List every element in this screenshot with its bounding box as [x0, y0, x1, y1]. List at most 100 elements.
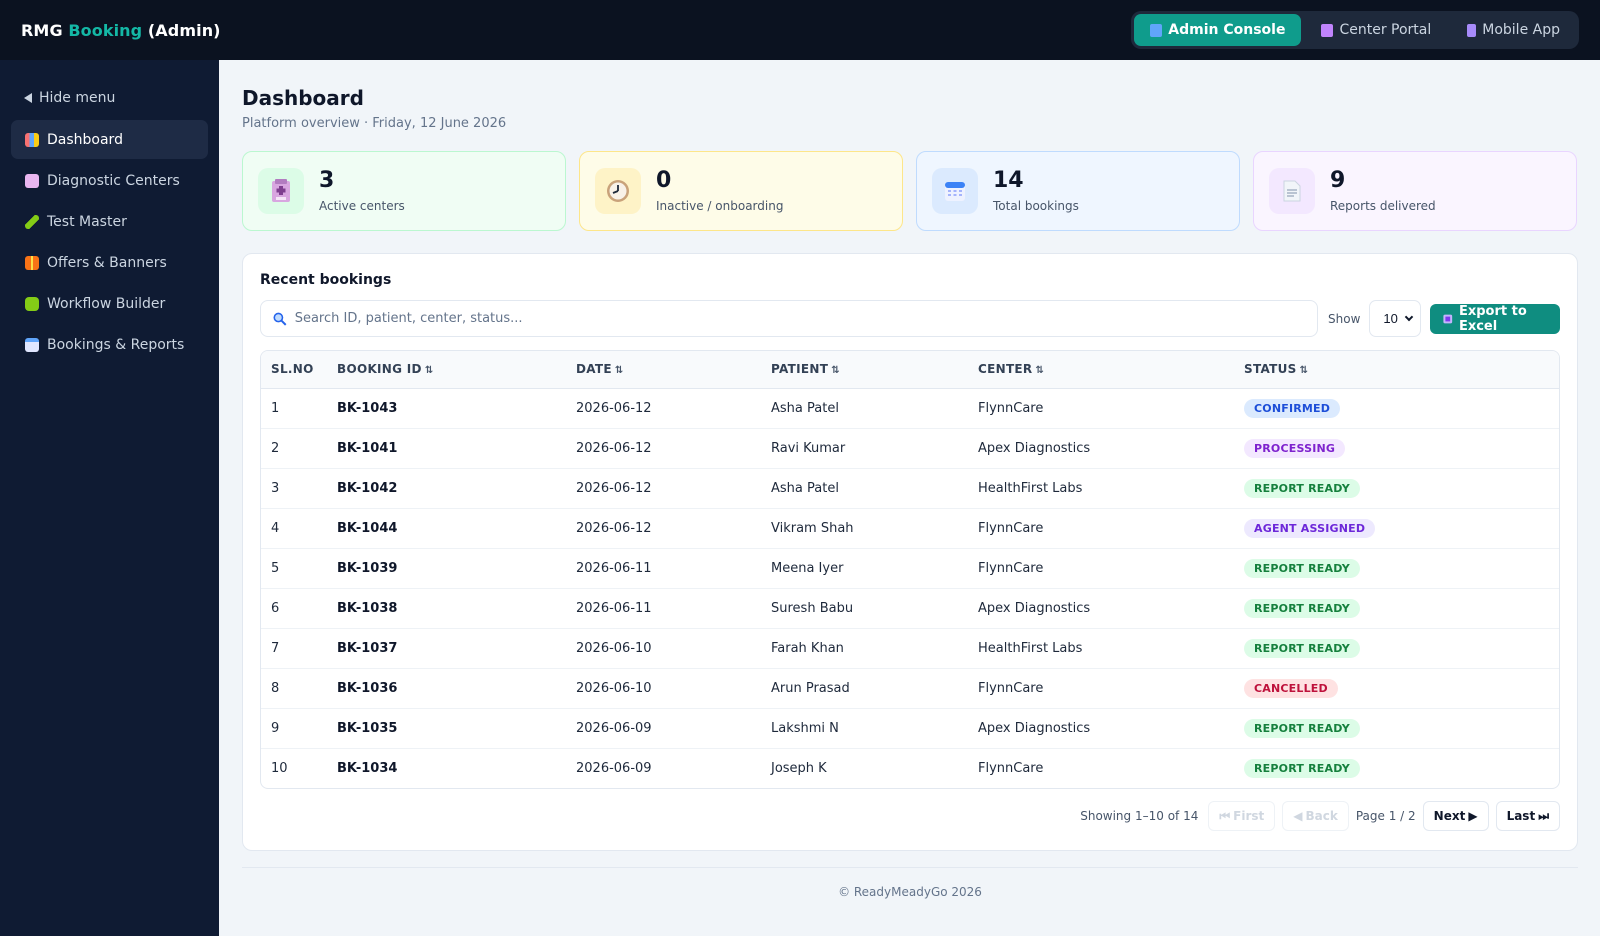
- status-badge: AGENT ASSIGNED: [1244, 518, 1376, 538]
- calendar-icon: [25, 337, 39, 352]
- sidebar-item-label: Bookings & Reports: [47, 336, 185, 353]
- cell-patient: Joseph K: [771, 760, 827, 776]
- brand-accent: Booking: [68, 20, 143, 40]
- table-row[interactable]: 8 BK-1036 2026-06-10 Arun Prasad FlynnCare CA…: [261, 668, 1559, 709]
- table-row[interactable]: 5 BK-1039 2026-06-11 Meena Iyer FlynnCare REP…: [261, 548, 1559, 589]
- clock-icon: [595, 168, 641, 214]
- mobile-app-button[interactable]: Mobile App: [1451, 14, 1576, 46]
- hide-menu-label: Hide menu: [39, 90, 116, 106]
- table-row[interactable]: 4 BK-1044 2026-06-12 Vikram Shah FlynnCare AG…: [261, 508, 1559, 549]
- cell-sl-no: 2: [261, 428, 327, 469]
- cell-patient: Lakshmi N: [761, 708, 968, 749]
- stat-card-total-bookings: 14 Total bookings: [916, 151, 1240, 231]
- table-row[interactable]: 7 BK-1037 2026-06-10 Farah Khan HealthFirst …: [261, 628, 1559, 669]
- cell-patient: Asha Patel: [761, 388, 968, 429]
- pagination: Showing 1–10 of 14 ⏮ First ◀ Back Page 1…: [260, 801, 1560, 831]
- gift-icon: [25, 255, 39, 270]
- page-subtitle: Platform overview · Friday, 12 June 2026: [242, 116, 507, 131]
- footer: © ReadyMeadyGo 2026: [838, 885, 982, 899]
- table-row[interactable]: 9 BK-1035 2026-06-09 Lakshmi N Apex Diagnost…: [261, 708, 1559, 749]
- next-page-button[interactable]: Next ▶: [1422, 801, 1489, 831]
- column-header-center[interactable]: CENTER ⇅: [968, 351, 1234, 389]
- column-header-status[interactable]: STATUS ⇅: [1234, 351, 1559, 389]
- table-row[interactable]: 6 BK-1038 2026-06-11 Suresh Babu Apex Diagno…: [261, 588, 1559, 629]
- stat-card-inactive: 0 Inactive / onboarding: [579, 151, 903, 231]
- sidebar-item-dashboard[interactable]: Dashboard: [11, 120, 208, 159]
- cell-patient: Vikram Shah: [761, 508, 968, 549]
- cell-date: 2026-06-09: [576, 760, 652, 776]
- sidebar-item-label: Dashboard: [47, 131, 123, 148]
- column-header-patient[interactable]: PATIENT ⇅: [761, 351, 968, 389]
- cell-date: 2026-06-10: [566, 628, 761, 669]
- stat-value: 14: [993, 168, 1024, 194]
- cell-sl-no: 10: [271, 760, 288, 776]
- calendar-icon: [932, 168, 978, 214]
- sidebar-item-diagnostic-centers[interactable]: Diagnostic Centers: [11, 161, 208, 200]
- cell-sl-no: 7: [261, 628, 327, 669]
- search-input[interactable]: [294, 311, 1305, 326]
- status-badge: REPORT READY: [1244, 598, 1360, 618]
- cell-center: FlynnCare: [968, 548, 1234, 589]
- sidebar-item-test-master[interactable]: Test Master: [11, 202, 208, 241]
- cell-center: FlynnCare: [978, 760, 1044, 776]
- cell-booking-id: BK-1038: [327, 588, 566, 629]
- admin-console-button[interactable]: Admin Console: [1134, 14, 1302, 46]
- stat-label: Active centers: [319, 198, 405, 213]
- cell-status: AGENT ASSIGNED: [1234, 508, 1559, 549]
- cell-status: REPORT READY: [1234, 588, 1559, 629]
- sidebar-item-bookings-reports[interactable]: Bookings & Reports: [11, 325, 208, 364]
- cell-status: REPORT READY: [1234, 628, 1559, 669]
- sidebar-item-workflow-builder[interactable]: Workflow Builder: [11, 284, 208, 323]
- cell-date: 2026-06-09: [566, 708, 761, 749]
- cell-status: REPORT READY: [1234, 708, 1559, 749]
- back-page-button[interactable]: ◀ Back: [1282, 801, 1349, 831]
- status-badge: REPORT READY: [1244, 718, 1360, 738]
- table-row[interactable]: 10 BK-1034 2026-06-09 Joseph K FlynnCare REPO…: [261, 748, 1559, 788]
- footer-divider: [242, 867, 1578, 868]
- cell-patient: Arun Prasad: [761, 668, 968, 709]
- page-size-value: 10: [1383, 311, 1398, 326]
- last-page-button[interactable]: Last ⏭: [1495, 801, 1560, 831]
- triangle-left-icon: ◀: [1293, 809, 1303, 823]
- sidebar-item-label: Offers & Banners: [47, 254, 167, 271]
- export-icon: [1443, 314, 1453, 323]
- chevron-down-icon: [1405, 312, 1414, 322]
- page-size-select[interactable]: 10: [1369, 300, 1422, 337]
- cell-center: Apex Diagnostics: [968, 588, 1234, 629]
- cell-sl-no: 6: [261, 588, 327, 629]
- sort-icon: ⇅: [831, 365, 840, 377]
- export-to-excel-button[interactable]: Export to Excel: [1430, 303, 1560, 334]
- main-content: Dashboard Platform overview · Friday, 12…: [242, 60, 1578, 851]
- sort-icon: ⇅: [424, 365, 434, 377]
- stats-row: 3 Active centers 0 Inactive / onboarding…: [242, 151, 1578, 231]
- cell-patient: Ravi Kumar: [761, 428, 968, 469]
- brand-prefix: RMG: [21, 20, 63, 40]
- page-indicator: Page 1 / 2: [1355, 809, 1416, 823]
- cell-center: HealthFirst Labs: [968, 468, 1234, 509]
- table-row[interactable]: 3 BK-1042 2026-06-12 Asha Patel HealthFirst …: [261, 468, 1559, 509]
- cell-date: 2026-06-12: [566, 508, 761, 549]
- status-badge: CONFIRMED: [1244, 398, 1341, 418]
- cell-sl-no: 4: [261, 508, 327, 549]
- hide-menu-button[interactable]: Hide menu: [11, 84, 208, 112]
- sidebar-item-offers-banners[interactable]: Offers & Banners: [11, 243, 208, 282]
- sort-icon: ⇅: [1299, 365, 1309, 377]
- table-row[interactable]: 1 BK-1043 2026-06-12 Asha Patel FlynnCare CON…: [261, 388, 1559, 429]
- document-icon: [1269, 168, 1315, 214]
- cell-center: Apex Diagnostics: [968, 428, 1234, 469]
- column-header-booking-id[interactable]: BOOKING ID ⇅: [327, 351, 566, 389]
- sidebar-item-label: Test Master: [47, 213, 127, 230]
- table-header-row: SL.NO BOOKING ID ⇅ DATE ⇅ PATIENT ⇅ CENTER ⇅…: [261, 351, 1559, 389]
- cell-date: 2026-06-11: [566, 548, 761, 589]
- cell-sl-no: 9: [261, 708, 327, 749]
- export-label: Export to Excel: [1458, 303, 1527, 334]
- column-header-date[interactable]: DATE ⇅: [566, 351, 761, 389]
- table-row[interactable]: 2 BK-1041 2026-06-12 Ravi Kumar Apex Diagnos…: [261, 428, 1559, 469]
- cell-booking-id: BK-1042: [327, 468, 566, 509]
- first-page-button[interactable]: ⏮ First: [1208, 801, 1276, 831]
- center-portal-button[interactable]: Center Portal: [1305, 14, 1447, 46]
- cell-booking-id: BK-1036: [327, 668, 566, 709]
- stat-label: Inactive / onboarding: [656, 198, 784, 213]
- portal-switcher: Admin Console Center Portal Mobile App: [1131, 11, 1579, 49]
- cell-date: 2026-06-12: [566, 428, 761, 469]
